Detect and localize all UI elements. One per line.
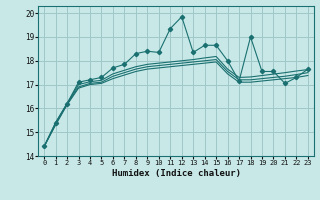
- X-axis label: Humidex (Indice chaleur): Humidex (Indice chaleur): [111, 169, 241, 178]
